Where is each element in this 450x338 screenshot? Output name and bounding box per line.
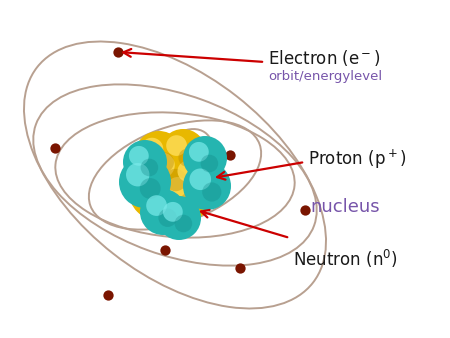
- Circle shape: [123, 140, 167, 184]
- Point: [114, 49, 122, 55]
- Point: [162, 247, 169, 253]
- Circle shape: [126, 163, 149, 187]
- Text: nucleus: nucleus: [310, 198, 380, 216]
- Circle shape: [119, 156, 171, 208]
- Circle shape: [140, 159, 158, 176]
- Circle shape: [180, 192, 201, 213]
- Circle shape: [129, 146, 149, 166]
- Circle shape: [151, 188, 174, 210]
- Circle shape: [171, 203, 188, 220]
- Circle shape: [166, 177, 189, 200]
- Circle shape: [175, 215, 192, 232]
- Circle shape: [189, 168, 211, 190]
- Circle shape: [202, 183, 221, 201]
- Circle shape: [158, 209, 177, 227]
- Circle shape: [136, 172, 162, 197]
- Circle shape: [154, 152, 174, 172]
- Circle shape: [163, 202, 183, 222]
- Text: Neutron (n$^0$): Neutron (n$^0$): [293, 248, 398, 270]
- Circle shape: [149, 152, 175, 178]
- Circle shape: [159, 190, 179, 210]
- Circle shape: [166, 135, 187, 156]
- Point: [236, 265, 243, 271]
- Text: orbit/energylevel: orbit/energylevel: [268, 70, 382, 83]
- Circle shape: [153, 184, 197, 228]
- Circle shape: [157, 196, 201, 240]
- Circle shape: [134, 131, 184, 181]
- Circle shape: [201, 155, 218, 172]
- Point: [302, 207, 309, 213]
- Circle shape: [140, 178, 161, 199]
- Circle shape: [142, 145, 198, 201]
- Circle shape: [146, 195, 167, 216]
- Circle shape: [160, 129, 206, 175]
- Circle shape: [129, 164, 185, 220]
- Point: [51, 145, 59, 151]
- Point: [104, 292, 112, 298]
- Text: Electron (e$^-$): Electron (e$^-$): [268, 48, 381, 68]
- Circle shape: [164, 169, 187, 191]
- Circle shape: [190, 174, 209, 194]
- Text: Proton (p$^+$): Proton (p$^+$): [308, 148, 407, 171]
- Circle shape: [189, 142, 209, 162]
- Point: [226, 152, 234, 158]
- Circle shape: [159, 170, 211, 222]
- Circle shape: [141, 138, 163, 160]
- Circle shape: [183, 136, 227, 180]
- Circle shape: [177, 161, 199, 182]
- Circle shape: [183, 162, 231, 210]
- Circle shape: [140, 189, 186, 235]
- Circle shape: [171, 154, 219, 202]
- Circle shape: [178, 148, 197, 167]
